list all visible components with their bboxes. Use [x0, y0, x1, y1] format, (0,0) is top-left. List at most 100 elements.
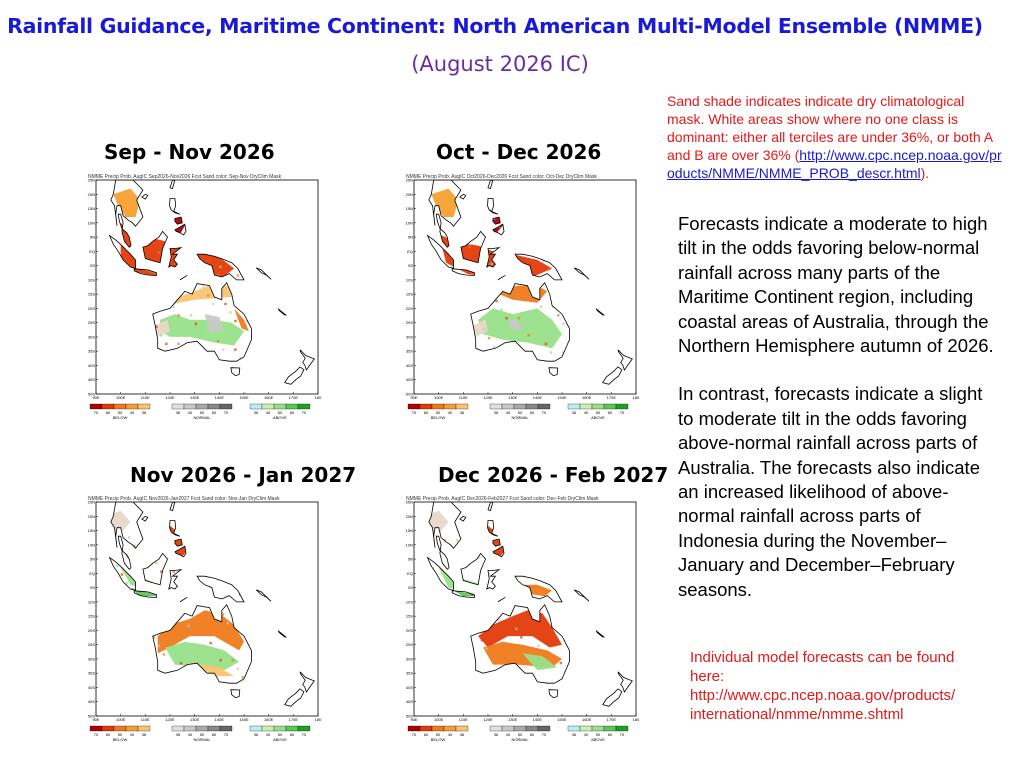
- lon-label: 110E: [459, 717, 468, 722]
- legend-swatch: [407, 403, 421, 410]
- shaded-cell: [221, 348, 225, 351]
- lon-label: 150E: [239, 395, 249, 400]
- coastline-tasmania: [230, 689, 241, 699]
- legend-swatch: [273, 725, 287, 732]
- forecast-map-nov-jan: NMME Precip Prob. AugIC Nov2026-Jan2027 …: [84, 496, 322, 742]
- legend-swatch: [455, 403, 469, 410]
- legend-swatch: [525, 403, 539, 410]
- coastline-australia: [152, 281, 252, 362]
- shaded-cell: [192, 633, 195, 636]
- lon-label: 130E: [190, 717, 200, 722]
- legend-tick: 70: [620, 410, 625, 415]
- legend-tick: 36: [142, 732, 147, 737]
- lat-label: 5S: [90, 585, 95, 590]
- legend-swatch: [443, 403, 457, 410]
- lat-label: 10S: [88, 599, 95, 604]
- shaded-cell: [515, 627, 518, 631]
- shaded-cell: [172, 570, 175, 573]
- coastline-newzealand_s: [602, 366, 623, 385]
- legend-tick: 50: [278, 410, 283, 415]
- lon-label: 90E: [92, 717, 99, 722]
- legend-swatch: [489, 403, 503, 410]
- shaded-cell: [234, 348, 237, 351]
- lon-label: 120E: [483, 717, 493, 722]
- footer-url-line-2[interactable]: international/nmme/nmme.shtml: [690, 706, 904, 723]
- coastline-hainan: [141, 193, 149, 200]
- legend-swatch: [615, 725, 629, 732]
- forecast-map-oct-dec: NMME Precip Prob. AugIC Oct2026-Dec2026 …: [402, 174, 640, 420]
- lon-label: 150E: [557, 717, 567, 722]
- legend-swatch: [615, 403, 629, 410]
- legend-tick: 50: [596, 410, 601, 415]
- legend-swatch: [113, 403, 127, 410]
- legend-tick: 70: [620, 732, 625, 737]
- legend-swatch: [513, 403, 527, 410]
- shaded-cell: [155, 325, 158, 329]
- coastline-taiwan: [487, 180, 494, 190]
- legend-swatch: [273, 403, 287, 410]
- coastlines: [426, 502, 633, 707]
- legend-tick: 50: [436, 410, 441, 415]
- lon-label: 160E: [264, 395, 274, 400]
- legend-swatch: [501, 403, 515, 410]
- shaded-cell: [177, 314, 180, 317]
- lat-label: 25N: [406, 178, 413, 183]
- lon-label: 170E: [289, 395, 299, 400]
- shaded-cell: [490, 262, 493, 266]
- coastline-australia: [470, 603, 570, 684]
- coastline-visayas: [492, 538, 501, 547]
- shaded-cell: [155, 561, 158, 565]
- lat-label: 20N: [406, 514, 413, 519]
- legend-swatch: [455, 725, 469, 732]
- lat-label: 40S: [406, 363, 413, 368]
- lat-label: 25S: [88, 320, 95, 325]
- legend-tick: 36: [176, 732, 181, 737]
- coastline-sulawesi: [486, 246, 501, 268]
- lat-label: 50S: [406, 714, 413, 719]
- shaded-cell: [470, 593, 474, 596]
- legend-tick: 40: [266, 732, 271, 737]
- legend-tick: 36: [494, 410, 499, 415]
- legend-tick: 40: [266, 410, 271, 415]
- lat-label: 40S: [88, 363, 95, 368]
- legend-swatch: [207, 403, 221, 410]
- lat-label: 10N: [406, 542, 413, 547]
- legend-tick: 40: [584, 410, 589, 415]
- shaded-cell: [219, 265, 222, 269]
- coastline-malaypen: [435, 213, 450, 248]
- legend-tick: 50: [436, 732, 441, 737]
- legend-tick: 60: [290, 732, 295, 737]
- lat-label: 40S: [88, 685, 95, 690]
- shaded-cell: [497, 618, 501, 622]
- shaded-cell: [542, 653, 545, 656]
- shaded-cell: [559, 661, 563, 665]
- lat-label: 10S: [406, 277, 413, 282]
- coastline-timor: [497, 596, 506, 603]
- shaded-region: [473, 319, 488, 337]
- map-frame: [413, 501, 637, 717]
- shaded-cell: [480, 638, 484, 642]
- shaded-cell: [483, 328, 486, 331]
- legend-tick: 36: [494, 732, 499, 737]
- legend-swatch: [125, 725, 139, 732]
- shaded-cell: [468, 245, 471, 249]
- shaded-cell: [557, 314, 560, 317]
- legend-swatch: [183, 403, 197, 410]
- lat-label: EQ: [89, 249, 95, 254]
- coastline-newzealand_n: [299, 671, 315, 693]
- footer-url-line-1[interactable]: http://www.cpc.ncep.noaa.gov/products/: [690, 687, 956, 704]
- legend-swatch: [489, 725, 503, 732]
- map-frame: [95, 501, 319, 717]
- coastlines: [108, 180, 315, 385]
- lat-label: 10N: [406, 220, 413, 225]
- shaded-cell: [239, 356, 242, 360]
- legend-tick: 50: [118, 410, 123, 415]
- legend-tick: 70: [302, 410, 307, 415]
- coastline-mindanao: [492, 223, 505, 236]
- legend-swatch: [171, 725, 185, 732]
- legend-swatch: [207, 725, 221, 732]
- legend-label: ABOVE: [273, 415, 287, 420]
- nmme-prob-descr-link[interactable]: http://www.cpc.ncep.noaa.gov/products/NM…: [667, 147, 1002, 181]
- legend-swatch: [285, 403, 299, 410]
- legend-tick: 70: [94, 410, 99, 415]
